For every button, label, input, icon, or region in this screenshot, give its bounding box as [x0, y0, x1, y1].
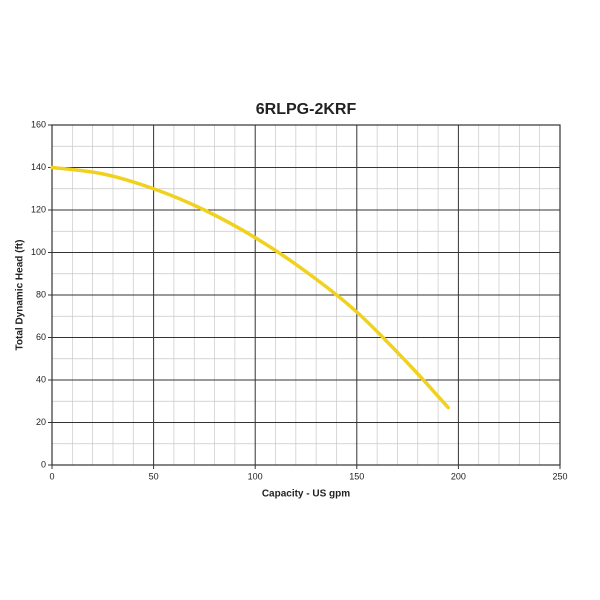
chart-title: 6RLPG-2KRF — [256, 101, 357, 118]
y-tick-label: 100 — [31, 247, 46, 257]
y-tick-label: 20 — [36, 417, 46, 427]
pump-curve — [50, 165, 450, 410]
x-tick-label: 250 — [552, 471, 567, 481]
y-tick-label: 120 — [31, 204, 46, 214]
x-axis-label: Capacity - US gpm — [262, 489, 350, 500]
x-tick-label: 100 — [248, 471, 263, 481]
x-tick-label: 150 — [349, 471, 364, 481]
y-tick-label: 140 — [31, 162, 46, 172]
x-tick-label: 50 — [149, 471, 159, 481]
y-tick-label: 60 — [36, 332, 46, 342]
y-axis-label: Total Dynamic Head (ft) — [15, 240, 26, 351]
y-tick-label: 160 — [31, 119, 46, 129]
y-tick-label: 0 — [41, 459, 46, 469]
y-tick-label: 40 — [36, 374, 46, 384]
plot-frame — [51, 124, 561, 466]
x-tick-label: 0 — [49, 471, 54, 481]
y-tick-label: 80 — [36, 289, 46, 299]
x-tick-label: 200 — [451, 471, 466, 481]
